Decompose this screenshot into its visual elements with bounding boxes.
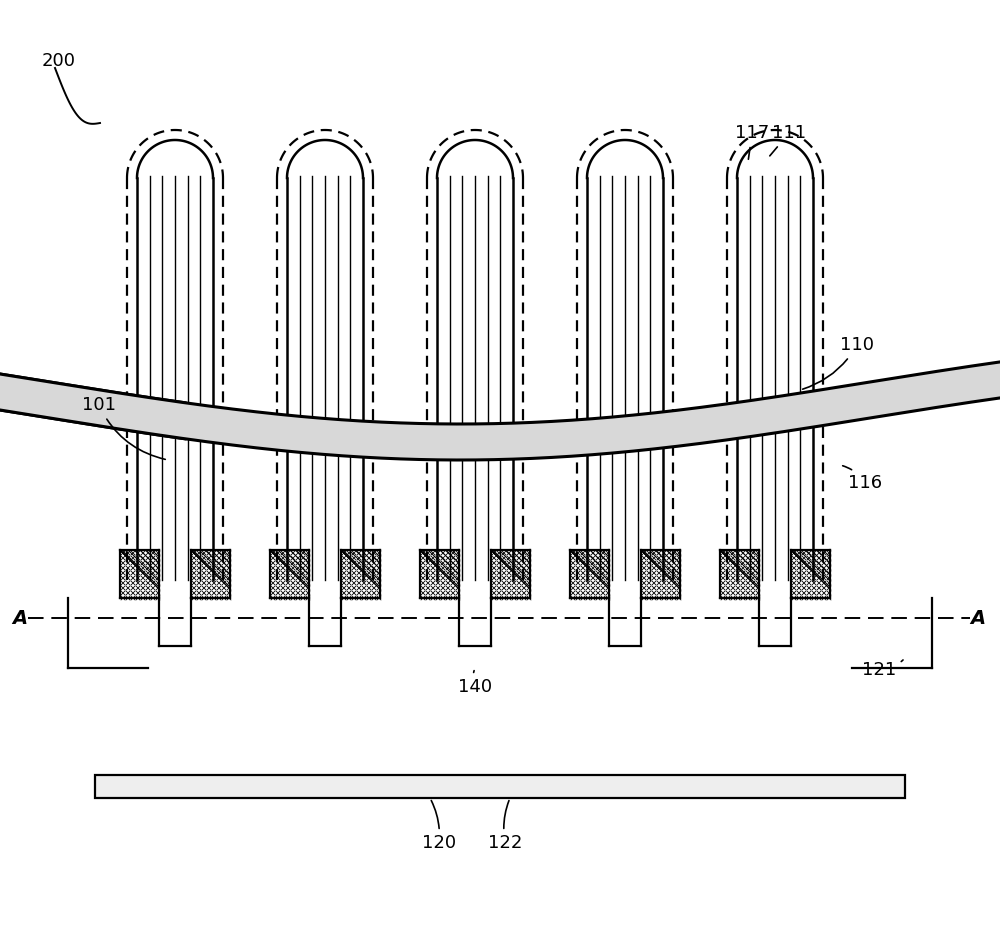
- Text: 117: 117: [735, 124, 769, 159]
- Text: 110: 110: [803, 336, 874, 389]
- Text: 121: 121: [862, 660, 903, 679]
- Text: 116: 116: [843, 466, 882, 492]
- Text: 200: 200: [42, 52, 76, 70]
- Text: A: A: [12, 609, 28, 627]
- Text: 101: 101: [82, 396, 165, 459]
- Text: 111: 111: [770, 124, 806, 156]
- Text: 140: 140: [458, 670, 492, 696]
- Bar: [95, 775, 905, 798]
- Text: 122: 122: [488, 800, 522, 852]
- Text: A: A: [970, 609, 986, 627]
- Text: 120: 120: [422, 800, 456, 852]
